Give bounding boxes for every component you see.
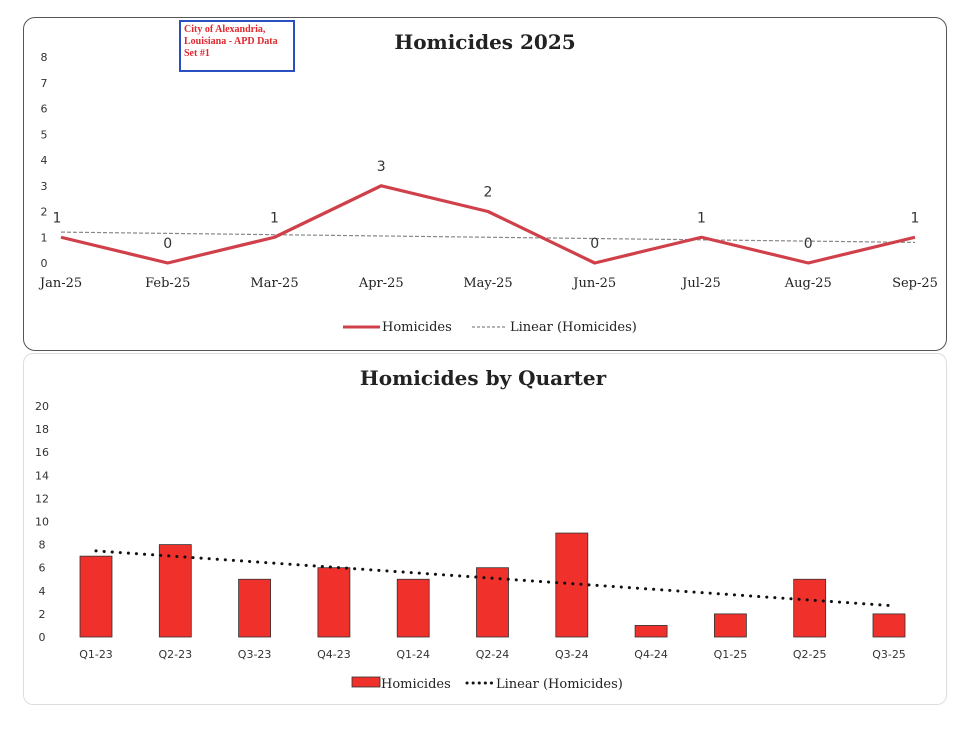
data-label: 1 bbox=[911, 210, 920, 226]
x-tick-label: Feb-25 bbox=[145, 276, 190, 291]
data-label: 0 bbox=[163, 236, 172, 252]
homicides-line bbox=[60, 184, 916, 265]
x-tick-label: May-25 bbox=[463, 276, 512, 291]
y-tick-label: 3 bbox=[41, 180, 48, 193]
data-label: 1 bbox=[270, 210, 279, 226]
legend-linear-2: Linear (Homicides) bbox=[496, 677, 623, 692]
bar-Q3-24 bbox=[555, 532, 589, 638]
x-tick-label: Q1-25 bbox=[714, 648, 748, 661]
legend-homicides-2: Homicides bbox=[381, 677, 451, 692]
bar-Q3-25 bbox=[872, 613, 906, 638]
quarterly-chart-frame bbox=[23, 353, 947, 705]
y-tick-label: 12 bbox=[35, 492, 49, 505]
trend-line bbox=[94, 549, 891, 607]
x-tick-label: Jun-25 bbox=[571, 276, 616, 291]
legend-linear: Linear (Homicides) bbox=[510, 320, 637, 335]
x-tick-label: Q1-24 bbox=[396, 648, 430, 661]
chart1-legend: Homicides Linear (Homicides) bbox=[343, 320, 637, 335]
y-tick-label: 7 bbox=[41, 77, 48, 90]
y-tick-label: 0 bbox=[39, 631, 46, 644]
bar-Q1-24 bbox=[396, 578, 430, 638]
x-tick-label: Q3-24 bbox=[555, 648, 589, 661]
bar-Q4-23 bbox=[317, 567, 351, 638]
x-tick-label: Mar-25 bbox=[250, 276, 298, 291]
y-tick-label: 6 bbox=[41, 103, 48, 116]
y-tick-label: 4 bbox=[39, 585, 46, 598]
y-tick-label: 4 bbox=[41, 154, 48, 167]
y-tick-label: 2 bbox=[41, 206, 48, 219]
bar-Q1-23 bbox=[79, 555, 113, 638]
x-tick-label: Q2-24 bbox=[476, 648, 510, 661]
y-tick-label: 1 bbox=[41, 231, 48, 244]
y-tick-label: 6 bbox=[39, 562, 46, 575]
x-tick-label: Q2-23 bbox=[158, 648, 192, 661]
x-tick-label: Aug-25 bbox=[784, 276, 832, 291]
y-tick-label: 10 bbox=[35, 516, 49, 529]
x-tick-label: Jan-25 bbox=[38, 276, 82, 291]
x-tick-label: Q1-23 bbox=[79, 648, 113, 661]
y-tick-label: 18 bbox=[35, 423, 49, 436]
x-tick-label: Q4-23 bbox=[317, 648, 351, 661]
x-tick-label: Apr-25 bbox=[358, 276, 404, 291]
data-label: 0 bbox=[590, 236, 599, 252]
data-label: 3 bbox=[377, 159, 386, 175]
x-tick-label: Jul-25 bbox=[680, 276, 721, 291]
x-tick-label: Q3-25 bbox=[872, 648, 906, 661]
trend-line bbox=[60, 231, 916, 243]
x-tick-label: Q2-25 bbox=[793, 648, 827, 661]
bar-Q2-23 bbox=[158, 544, 192, 638]
chart2-title: Homicides by Quarter bbox=[360, 366, 607, 390]
y-tick-label: 0 bbox=[41, 257, 48, 270]
data-source-badge: City of Alexandria, Louisiana - APD Data… bbox=[179, 20, 295, 72]
legend-bar-swatch bbox=[351, 676, 381, 688]
bar-Q3-23 bbox=[238, 578, 272, 638]
x-tick-label: Q3-23 bbox=[238, 648, 272, 661]
monthly-chart-frame bbox=[23, 17, 947, 351]
data-label: 1 bbox=[53, 210, 62, 226]
data-label: 1 bbox=[697, 210, 706, 226]
chart1-title: Homicides 2025 bbox=[394, 30, 575, 54]
chart2-legend: Homicides Linear (Homicides) bbox=[351, 676, 623, 692]
y-tick-label: 8 bbox=[39, 539, 46, 552]
legend-homicides: Homicides bbox=[382, 320, 452, 335]
y-tick-label: 2 bbox=[39, 608, 46, 621]
y-tick-label: 16 bbox=[35, 446, 49, 459]
bar-Q4-24 bbox=[634, 625, 668, 638]
data-label: 2 bbox=[484, 185, 493, 201]
bar-Q2-25 bbox=[793, 578, 827, 638]
bar-Q1-25 bbox=[714, 613, 747, 638]
y-tick-label: 14 bbox=[35, 469, 49, 482]
x-tick-label: Sep-25 bbox=[892, 276, 938, 291]
y-tick-label: 8 bbox=[41, 51, 48, 64]
data-label: 0 bbox=[804, 236, 813, 252]
x-tick-label: Q4-24 bbox=[634, 648, 668, 661]
y-tick-label: 20 bbox=[35, 400, 49, 413]
y-tick-label: 5 bbox=[41, 128, 48, 141]
